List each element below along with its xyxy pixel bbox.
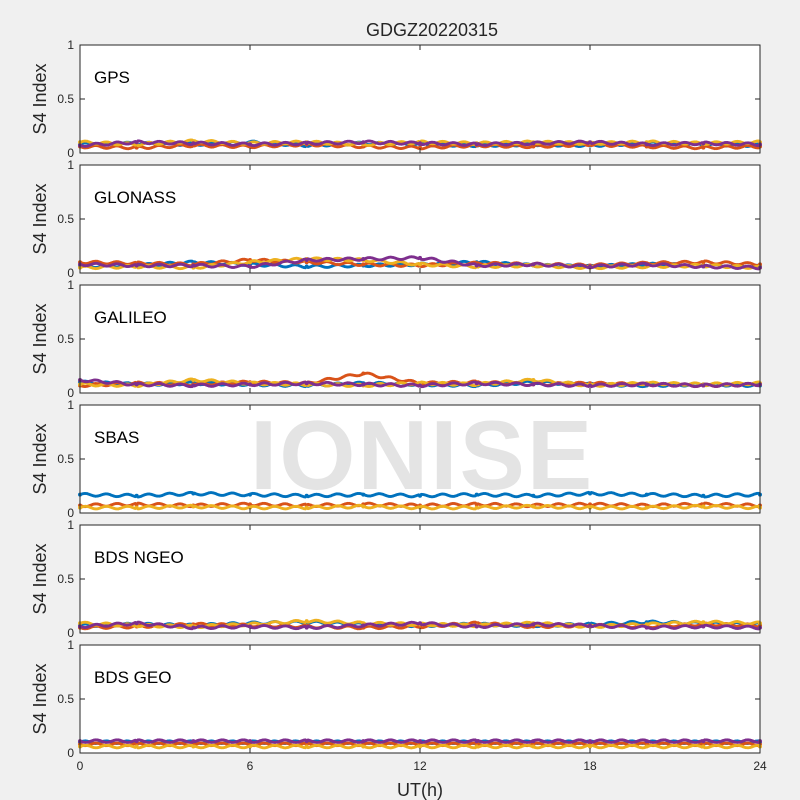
- y-tick-label: 0.5: [57, 92, 74, 106]
- y-tick-label: 1: [67, 38, 74, 52]
- figure-title: GDGZ20220315: [366, 20, 498, 40]
- y-axis-label: S4 Index: [30, 63, 50, 134]
- y-tick-label: 0.5: [57, 212, 74, 226]
- y-axis-label: S4 Index: [30, 183, 50, 254]
- plot-area: [80, 45, 760, 153]
- panel-label: GLONASS: [94, 188, 176, 207]
- panel-label: GPS: [94, 68, 130, 87]
- y-tick-label: 1: [67, 158, 74, 172]
- plot-area: [80, 285, 760, 393]
